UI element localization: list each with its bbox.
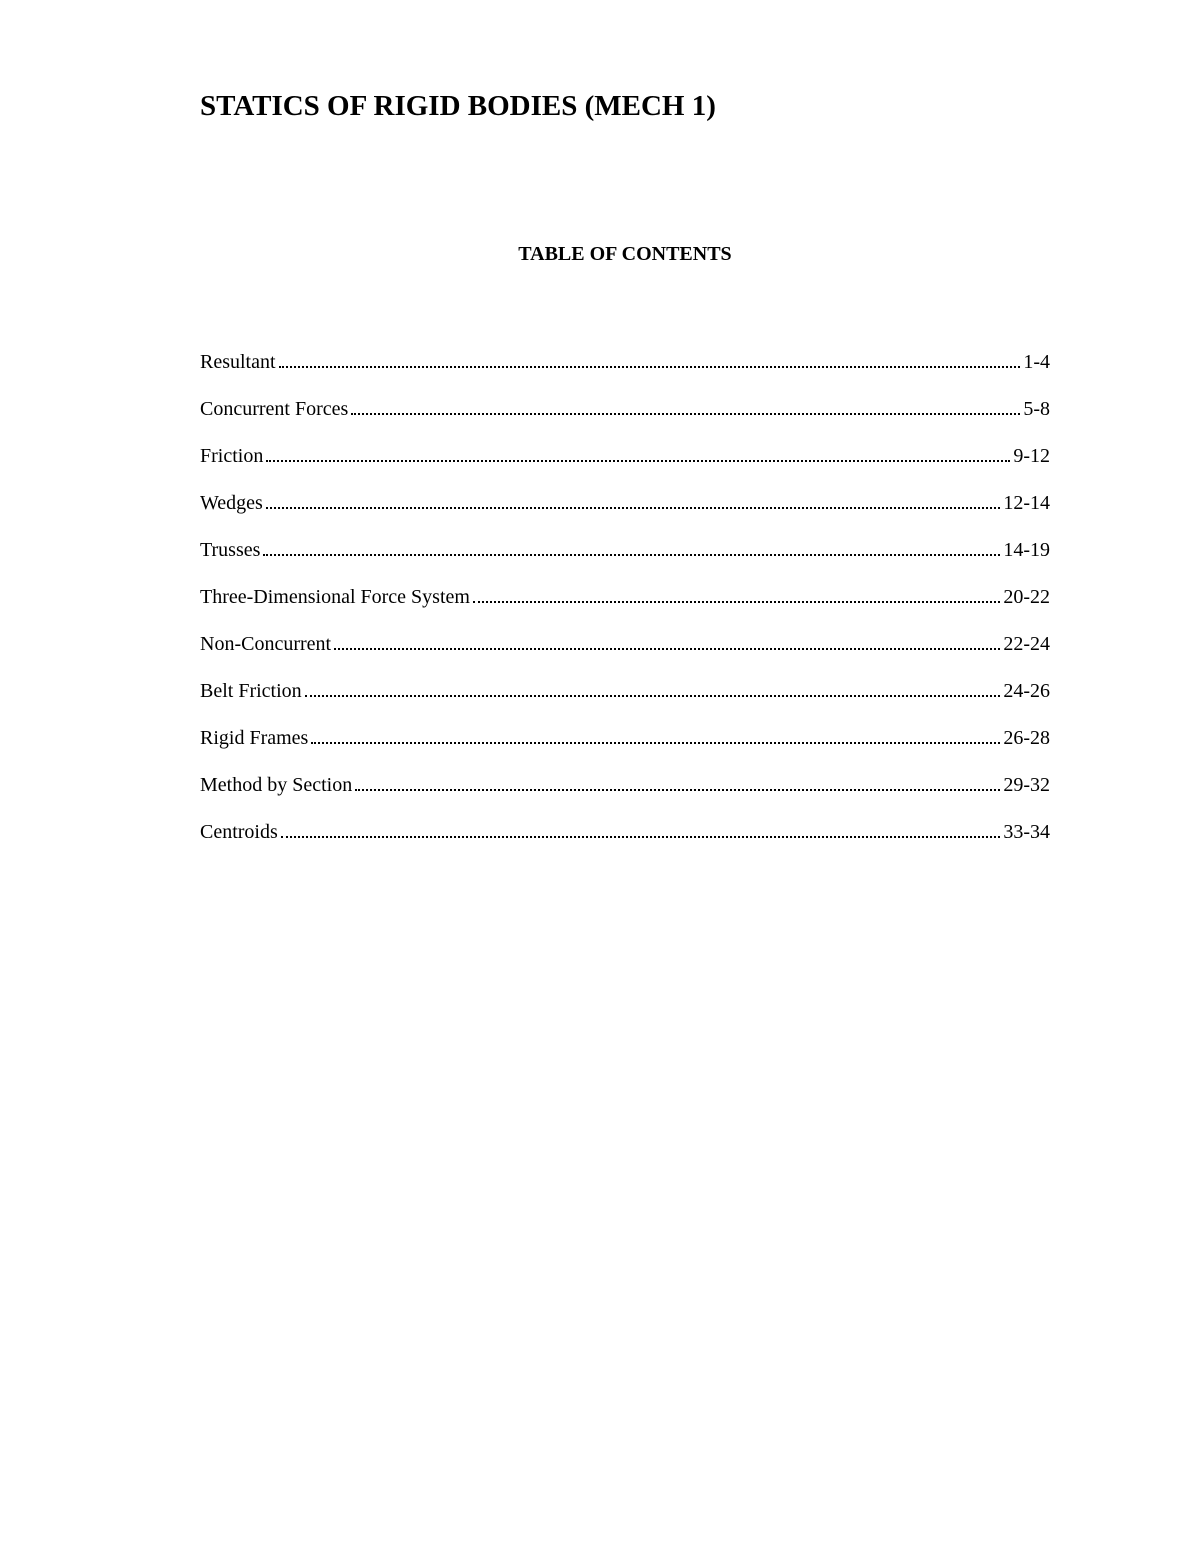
- toc-entry-label: Friction: [200, 445, 263, 468]
- toc-leader-dots: [266, 507, 1001, 509]
- toc-leader-dots: [281, 836, 1001, 838]
- toc-entry-pages: 20-22: [1003, 586, 1050, 609]
- toc-list: Resultant 1-4 Concurrent Forces 5-8 Fric…: [200, 351, 1050, 844]
- toc-leader-dots: [355, 789, 1000, 791]
- toc-row: Belt Friction 24-26: [200, 680, 1050, 703]
- document-title: STATICS OF RIGID BODIES (MECH 1): [200, 90, 1050, 123]
- toc-entry-label: Belt Friction: [200, 680, 302, 703]
- toc-row: Rigid Frames 26-28: [200, 727, 1050, 750]
- toc-entry-label: Centroids: [200, 821, 278, 844]
- toc-heading: TABLE OF CONTENTS: [200, 243, 1050, 266]
- toc-entry-label: Trusses: [200, 539, 260, 562]
- toc-leader-dots: [351, 413, 1020, 415]
- toc-leader-dots: [263, 554, 1000, 556]
- toc-row: Method by Section 29-32: [200, 774, 1050, 797]
- toc-row: Trusses 14-19: [200, 539, 1050, 562]
- toc-entry-pages: 9-12: [1013, 445, 1050, 468]
- toc-entry-pages: 29-32: [1003, 774, 1050, 797]
- toc-entry-pages: 22-24: [1003, 633, 1050, 656]
- toc-entry-pages: 26-28: [1003, 727, 1050, 750]
- toc-row: Centroids 33-34: [200, 821, 1050, 844]
- toc-entry-label: Method by Section: [200, 774, 352, 797]
- toc-entry-label: Three-Dimensional Force System: [200, 586, 470, 609]
- toc-entry-label: Rigid Frames: [200, 727, 308, 750]
- toc-leader-dots: [279, 366, 1021, 368]
- toc-entry-label: Wedges: [200, 492, 263, 515]
- toc-leader-dots: [334, 648, 1000, 650]
- toc-leader-dots: [305, 695, 1001, 697]
- toc-entry-label: Concurrent Forces: [200, 398, 348, 421]
- toc-row: Resultant 1-4: [200, 351, 1050, 374]
- toc-row: Non-Concurrent 22-24: [200, 633, 1050, 656]
- toc-entry-pages: 12-14: [1003, 492, 1050, 515]
- toc-leader-dots: [311, 742, 1000, 744]
- toc-row: Friction 9-12: [200, 445, 1050, 468]
- toc-entry-label: Resultant: [200, 351, 276, 374]
- toc-leader-dots: [266, 460, 1010, 462]
- toc-row: Three-Dimensional Force System 20-22: [200, 586, 1050, 609]
- toc-entry-label: Non-Concurrent: [200, 633, 331, 656]
- toc-entry-pages: 33-34: [1003, 821, 1050, 844]
- toc-leader-dots: [473, 601, 1000, 603]
- toc-row: Wedges 12-14: [200, 492, 1050, 515]
- toc-entry-pages: 14-19: [1003, 539, 1050, 562]
- toc-entry-pages: 1-4: [1023, 351, 1050, 374]
- toc-entry-pages: 5-8: [1023, 398, 1050, 421]
- toc-entry-pages: 24-26: [1003, 680, 1050, 703]
- toc-row: Concurrent Forces 5-8: [200, 398, 1050, 421]
